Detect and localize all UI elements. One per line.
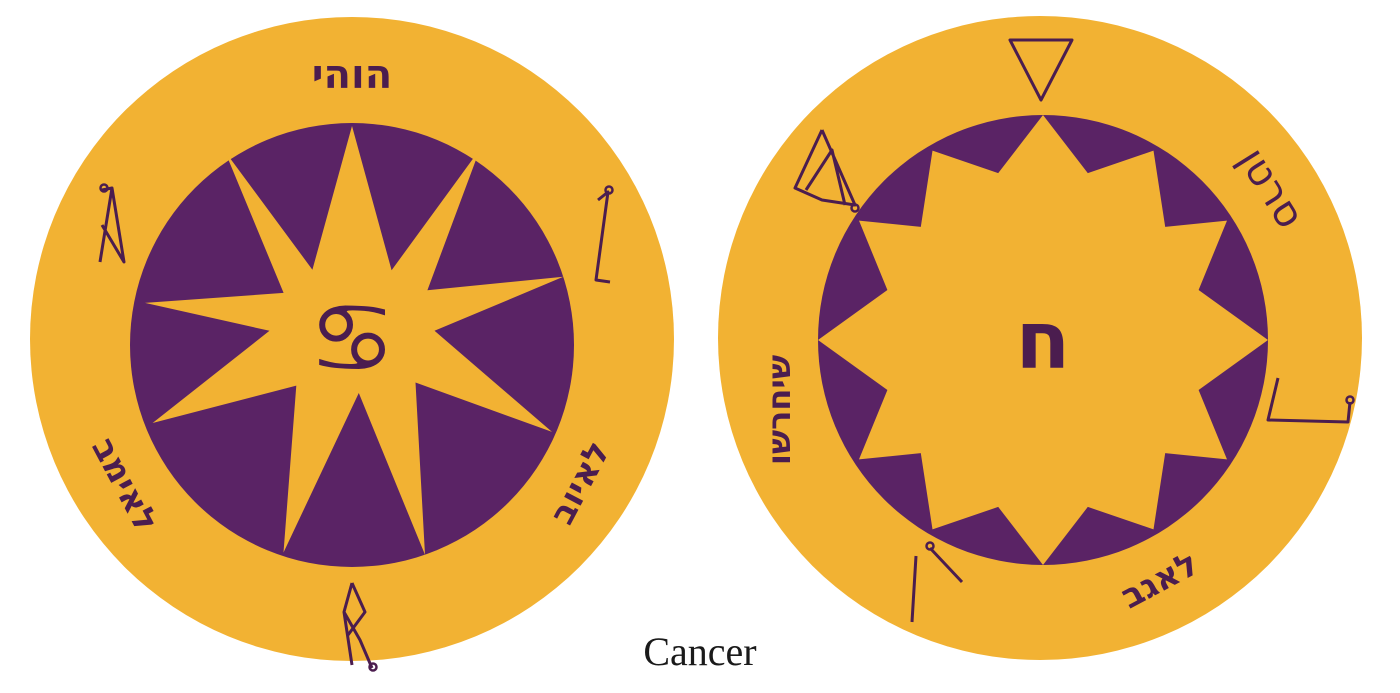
right-seal: ח סרטן שיחרשו לאגב [718, 16, 1362, 660]
left-seal-star [145, 126, 564, 555]
right-seal-star [818, 115, 1268, 565]
right-seal-left-text: שיחרשו [760, 355, 798, 465]
left-seal: ♋ הוהי לאימב לאיוב [30, 17, 674, 672]
left-seal-center-glyph: ♋ [308, 282, 396, 396]
sigil-bottom-icon [342, 582, 378, 672]
sigil-upper-left-icon [98, 183, 126, 264]
sigil-upper-left-icon [793, 129, 860, 213]
triangle-water-icon [1008, 38, 1074, 102]
sigil-right-icon [1266, 377, 1355, 424]
sigil-upper-right-icon [594, 185, 614, 284]
caption: Cancer [643, 629, 757, 674]
right-seal-center-letter: ח [1016, 294, 1071, 387]
left-seal-top-text: הוהי [312, 52, 392, 98]
sigil-lower-left-icon [910, 541, 964, 623]
